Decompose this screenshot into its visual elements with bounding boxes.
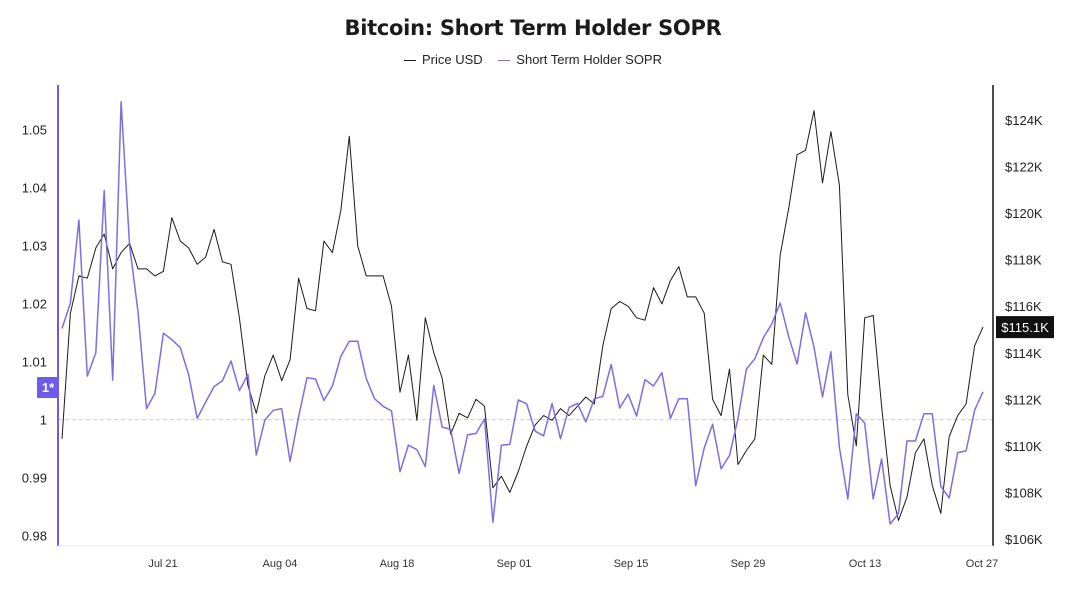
left-axis-tick-label: 1.02	[22, 297, 47, 312]
left-axis-tick-label: 1.04	[22, 181, 47, 196]
x-axis-tick-label: Sep 01	[497, 558, 532, 570]
x-axis-tick-label: Aug 18	[380, 558, 415, 570]
legend-item-sopr[interactable]: Short Term Holder SOPR	[498, 52, 662, 67]
right-axis-tick-label: $116K	[1005, 299, 1042, 314]
left-axis-tick-label: 0.99	[22, 471, 47, 486]
right-axis-tick-label: $108K	[1005, 485, 1043, 500]
x-axis-tick-label: Aug 04	[263, 558, 298, 570]
right-axis-tick-label: $112K	[1005, 392, 1042, 407]
left-axis-tick-label: 1.01	[22, 355, 47, 370]
x-axis-tick-label: Oct 27	[966, 558, 998, 570]
x-axis-tick-label: Oct 13	[849, 558, 881, 570]
legend-item-price[interactable]: Price USD	[403, 52, 483, 67]
price-line-swatch-icon	[403, 60, 416, 62]
price-usd-series-line	[61, 110, 984, 521]
reference-value-label: 1*	[42, 380, 55, 395]
legend-label-sopr: Short Term Holder SOPR	[516, 52, 662, 67]
last-price-label: $115.1K	[1001, 320, 1049, 335]
chart-legend: Price USD Short Term Holder SOPR	[0, 52, 1066, 67]
left-axis-tick-label: 1.05	[22, 123, 47, 138]
sopr-series-line	[61, 101, 984, 525]
right-axis-tick-label: $124K	[1005, 113, 1043, 128]
right-axis-tick-label: $114K	[1005, 346, 1042, 361]
right-axis-tick-label: $106K	[1005, 532, 1043, 547]
x-axis-tick-label: Sep 29	[731, 558, 766, 570]
reference-value-badge: 1*	[37, 377, 59, 398]
legend-label-price: Price USD	[421, 52, 483, 67]
right-axis-tick-label: $118K	[1005, 253, 1042, 268]
chart-title: Bitcoin: Short Term Holder SOPR	[344, 16, 722, 40]
left-axis-tick-label: 1.03	[22, 239, 47, 254]
right-axis-tick-label: $120K	[1005, 206, 1043, 221]
x-axis-tick-label: Sep 15	[614, 558, 649, 570]
left-axis-tick-label: 1	[40, 413, 47, 428]
right-axis-tick-label: $110K	[1005, 439, 1042, 454]
x-axis-tick-label: Jul 21	[148, 558, 177, 570]
last-price-badge: $115.1K	[996, 316, 1054, 339]
sopr-line-swatch-icon	[498, 60, 511, 62]
left-axis-tick-label: 0.98	[22, 529, 47, 544]
right-axis-tick-label: $122K	[1005, 159, 1043, 174]
